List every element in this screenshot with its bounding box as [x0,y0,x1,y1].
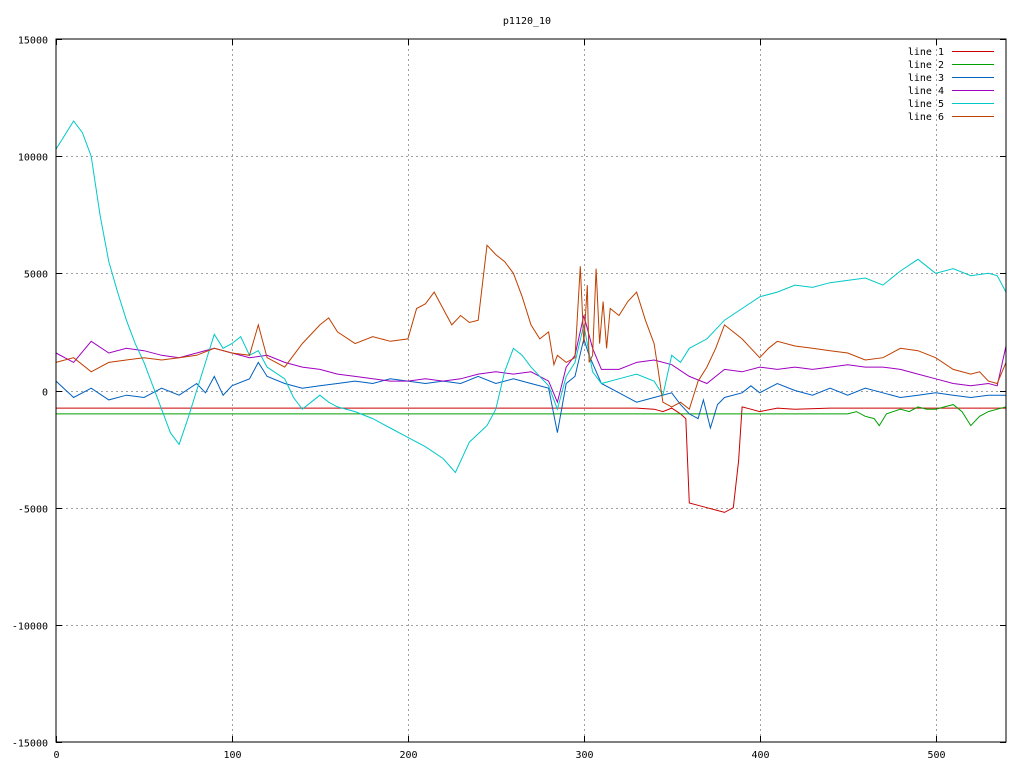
legend-label: line 6 [908,112,944,123]
legend-label: line 3 [908,73,944,84]
x-tick-label: 200 [399,750,417,761]
legend-label: line 5 [908,99,944,110]
y-tick-label: -5000 [18,505,48,516]
series-line-6 [55,244,1007,411]
series-layer [55,120,1007,513]
y-tick-label: -15000 [12,739,48,750]
y-tick-label: -10000 [12,622,48,633]
grid-lines [56,39,1006,742]
series-line-1 [56,406,1006,513]
series-line-5 [55,120,1007,474]
legend: line 1 line 2 line 3 line 4 line 5 line 6 [908,47,994,123]
y-tick-label: 15000 [18,36,48,47]
series-line-3 [55,337,1006,433]
y-tick-label: 0 [42,388,48,399]
legend-label: line 4 [908,86,944,97]
x-tick-label: 100 [223,750,241,761]
x-tick-label: 300 [575,750,593,761]
x-tick-label: 400 [751,750,769,761]
y-tick-label: 10000 [18,153,48,164]
axis-ticks: 0 100 200 300 400 500 -15000 -10000 -5000 0 5000 10… [12,36,1006,761]
x-tick-label: 0 [53,750,59,761]
plot-frame [55,38,1007,743]
chart-title: p1120_10 [503,16,551,27]
legend-label: line 1 [908,47,944,58]
series-line-2 [56,404,1007,427]
legend-label: line 2 [908,60,944,71]
y-tick-label: 5000 [24,270,48,281]
x-tick-label: 500 [927,750,945,761]
